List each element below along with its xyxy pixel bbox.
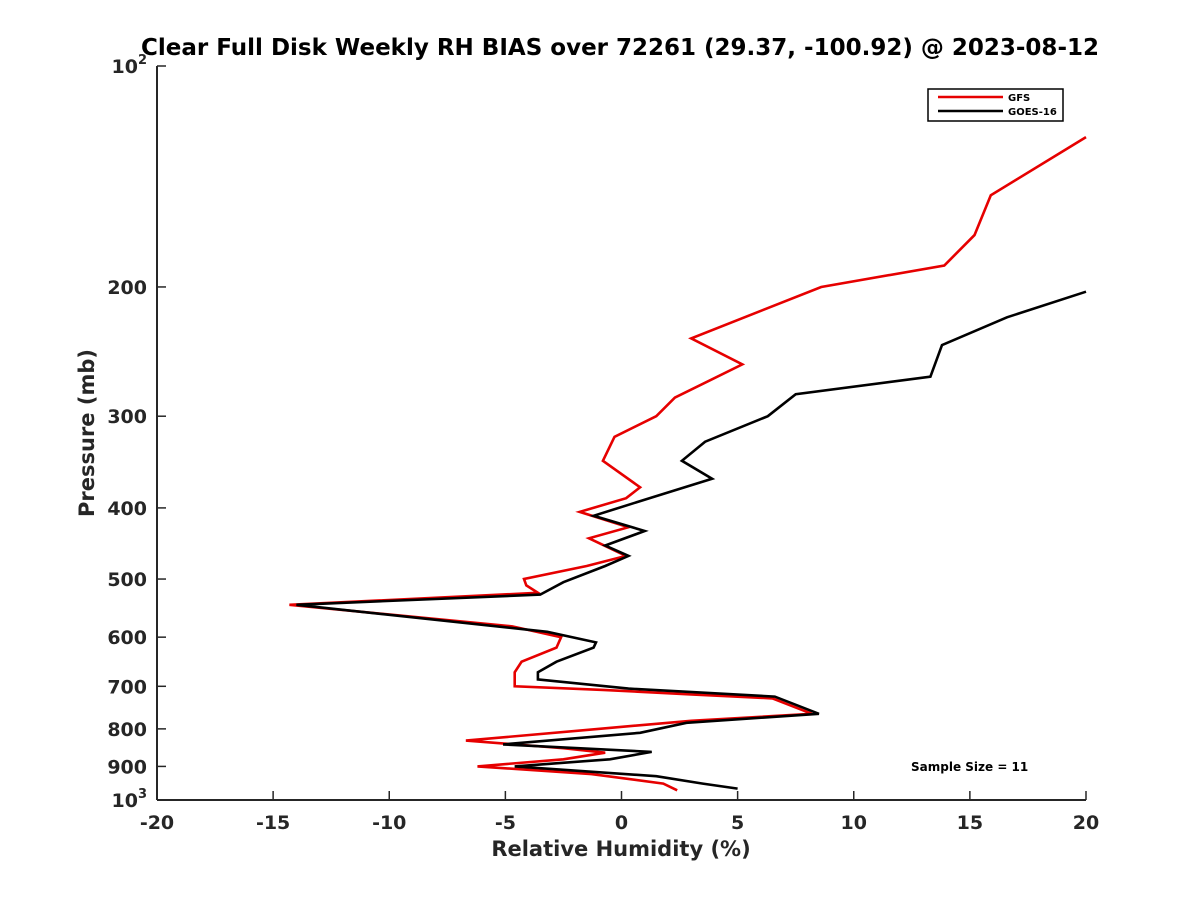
legend-box xyxy=(927,88,1064,122)
legend-label-gfs: GFS xyxy=(1008,93,1030,104)
y-tick-exponent: 3 xyxy=(138,787,147,802)
series-layer xyxy=(289,135,1087,792)
y-tick-label: 103 xyxy=(112,787,148,812)
y-tick-label: 300 xyxy=(107,406,147,428)
series-line-goes16 xyxy=(296,290,1087,790)
x-tick-label: -15 xyxy=(256,812,290,834)
x-tick-label: -10 xyxy=(372,812,406,834)
sample-size-annotation: Sample Size = 11 xyxy=(911,760,1028,774)
y-tick-exponent: 2 xyxy=(138,53,147,68)
x-axis-label: Relative Humidity (%) xyxy=(491,837,750,861)
y-tick-label: 600 xyxy=(107,627,147,649)
legend-label-goes16: GOES-16 xyxy=(1008,107,1057,118)
y-tick-label: 200 xyxy=(107,277,147,299)
y-tick-label: 800 xyxy=(107,719,147,741)
legend: GFS GOES-16 xyxy=(927,88,1064,122)
x-tick-label: 10 xyxy=(841,812,867,834)
x-tick-label: -5 xyxy=(495,812,516,834)
x-tick-label: 20 xyxy=(1073,812,1099,834)
y-tick-label: 700 xyxy=(107,676,147,698)
y-tick-label: 900 xyxy=(107,756,147,778)
x-tick-label: 5 xyxy=(731,812,744,834)
x-tick-label: 15 xyxy=(957,812,983,834)
y-tick-label: 102 xyxy=(112,53,148,78)
y-tick-base: 10 xyxy=(112,56,138,78)
x-axis-ticks: -20 -15 -10 -5 0 5 10 15 20 xyxy=(140,791,1099,834)
y-tick-base: 10 xyxy=(112,790,138,812)
chart-title: Clear Full Disk Weekly RH BIAS over 7226… xyxy=(141,35,1099,61)
y-tick-label: 500 xyxy=(107,569,147,591)
x-tick-label: 0 xyxy=(615,812,628,834)
y-tick-label: 400 xyxy=(107,498,147,520)
y-axis-label: Pressure (mb) xyxy=(75,349,99,517)
x-tick-label: -20 xyxy=(140,812,174,834)
